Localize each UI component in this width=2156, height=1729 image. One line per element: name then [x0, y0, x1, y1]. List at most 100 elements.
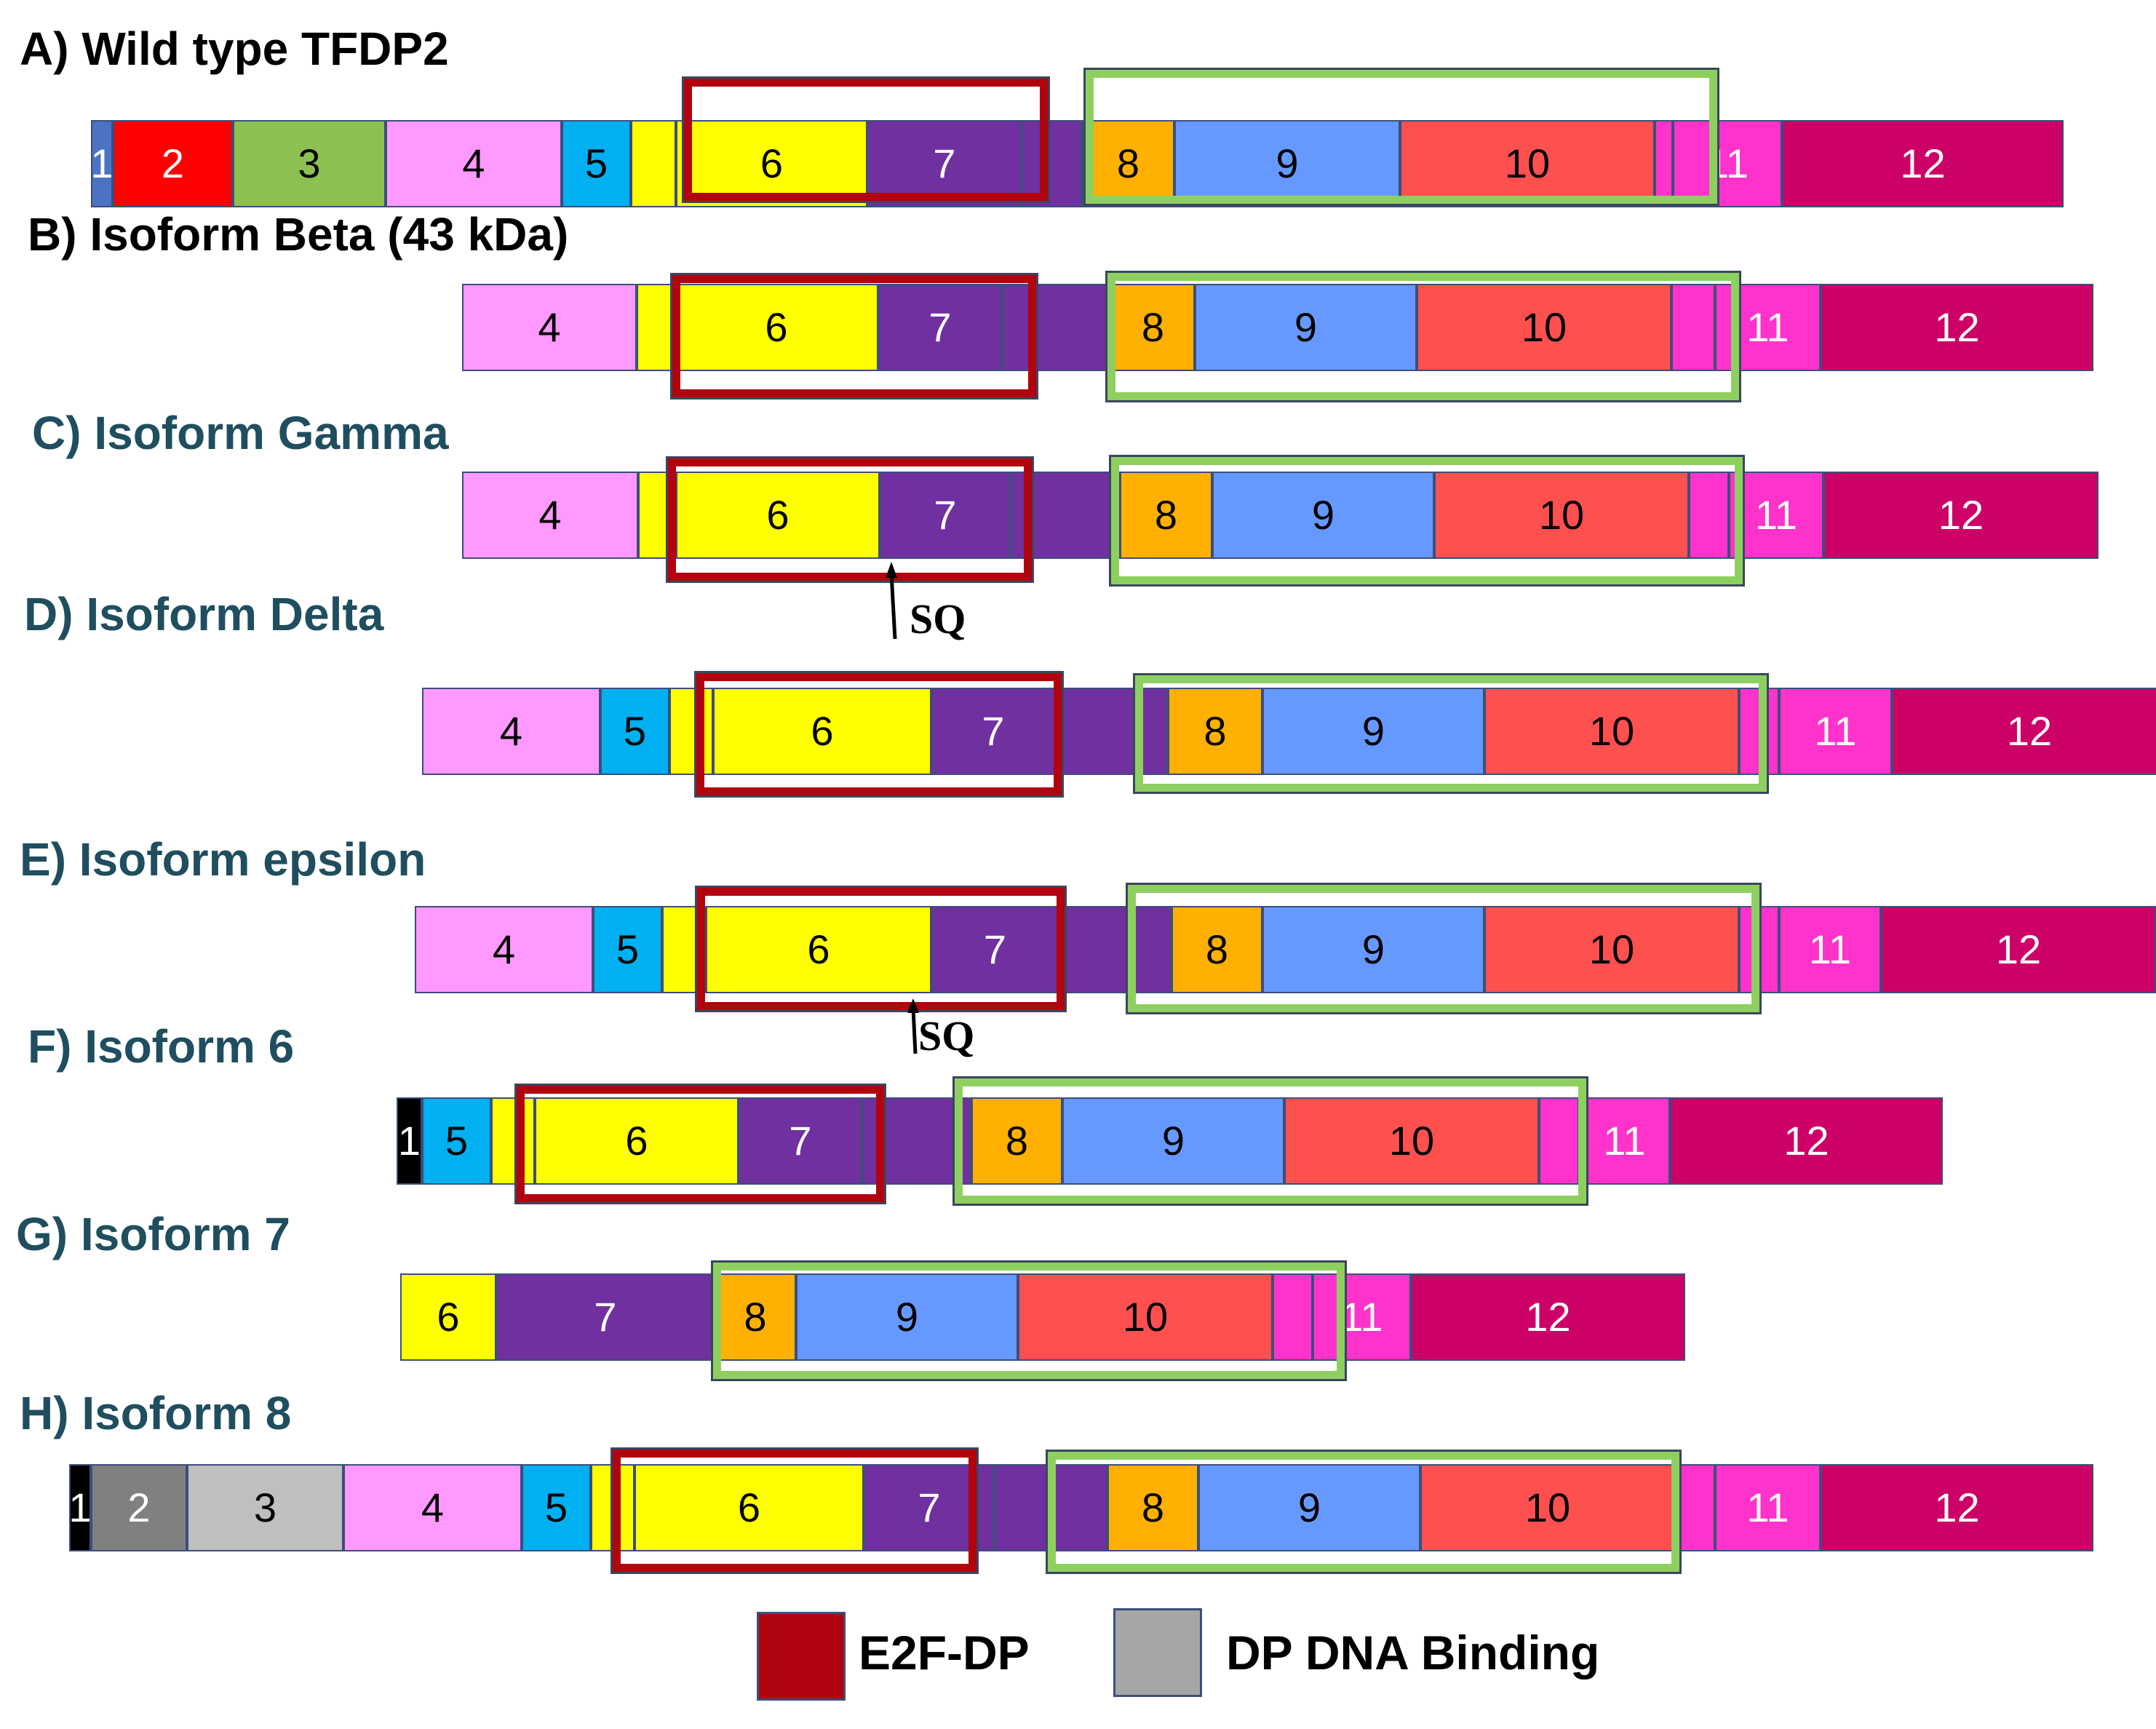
exon-label: 8	[1204, 708, 1227, 754]
panel-b-bar: 4 6 7 8 9 10 11 12	[462, 284, 2099, 371]
exon-label: 8	[1141, 304, 1165, 350]
exon-11: 11	[1579, 1097, 1670, 1185]
dp-dna-box-c	[1109, 455, 1745, 587]
exon-label: 6	[811, 708, 834, 754]
dp-dna-box-f	[952, 1076, 1588, 1206]
exon-8: 8	[1172, 906, 1262, 993]
exon-label: 10	[1122, 1294, 1169, 1340]
legend-swatch-dp-dna	[1113, 1608, 1202, 1697]
panel-h-title: H) Isoform 8	[20, 1387, 292, 1439]
e2f-dp-box-c	[666, 456, 1034, 583]
exon-11: 11	[1715, 1464, 1821, 1551]
exon-label: 4	[499, 708, 523, 754]
exon-label: 6	[765, 304, 788, 350]
exon-label: 12	[1525, 1294, 1571, 1340]
exon-label: 12	[1934, 1484, 1980, 1530]
exon-8: 8	[1111, 284, 1195, 371]
exon-10: 10	[1484, 688, 1739, 775]
panel-d-title: D) Isoform Delta	[24, 588, 384, 640]
exon-label: 6	[737, 1484, 761, 1530]
legend-swatch-e2f-dp	[757, 1612, 846, 1701]
exon-label: 11	[1814, 708, 1857, 754]
exon-8: 8	[1082, 120, 1174, 207]
sq-label-c: SQ	[910, 595, 966, 643]
exon-8: 8	[1168, 688, 1262, 775]
exon-7: 7	[880, 472, 1011, 559]
exon-12: 12	[1823, 472, 2099, 559]
panel-e-bar: 4 5 6 7 8 9 10 11 12	[415, 906, 2156, 993]
exon-label: 7	[983, 926, 1007, 972]
exon-label: 11	[1746, 304, 1789, 350]
exon-9: 9	[1262, 688, 1484, 775]
panel-c-title: C) Isoform Gamma	[32, 407, 449, 459]
e2f-dp-box-d	[694, 671, 1064, 798]
exon-8: 8	[1120, 472, 1212, 559]
legend-label-dp-dna: DP DNA Binding	[1226, 1626, 1600, 1680]
exon-label: 7	[933, 140, 956, 186]
exon-label: 4	[538, 304, 561, 350]
exon-12: 12	[1782, 120, 2064, 207]
exon-label: 9	[895, 1294, 919, 1340]
exon-label: 11	[1603, 1118, 1646, 1164]
panel-b-title: B) Isoform Beta (43 kDa)	[28, 208, 569, 261]
exon-linker	[1539, 1097, 1579, 1185]
dp-dna-box-e	[1126, 883, 1762, 1014]
exon-2: 2	[113, 120, 233, 207]
exon-label: 6	[766, 492, 789, 538]
e2f-dp-box-b	[670, 273, 1038, 400]
exon-12: 12	[1821, 284, 2093, 371]
exon-6: 6	[706, 906, 931, 993]
exon-10: 10	[1018, 1273, 1273, 1361]
exon-9: 9	[1195, 284, 1417, 371]
exon-label: 10	[1524, 1484, 1571, 1530]
panel-g-bar: 6 7 8 9 10 11 12	[400, 1273, 1710, 1361]
exon-4: 4	[386, 120, 562, 207]
exon-linker	[1002, 284, 1111, 371]
exon-label: 11	[1754, 492, 1798, 538]
exon-4: 4	[462, 284, 637, 371]
exon-linker	[1671, 284, 1715, 371]
e2f-dp-box-e	[695, 886, 1067, 1012]
exon-label: 12	[1783, 1118, 1829, 1164]
dp-dna-box-h	[1046, 1450, 1682, 1574]
exon-label: 3	[253, 1484, 277, 1530]
exon-label: 1	[90, 140, 114, 186]
exon-label: 6	[625, 1118, 648, 1164]
exon-label: 12	[2006, 708, 2053, 754]
exon-label: 9	[1311, 492, 1335, 538]
exon-label: 9	[1161, 1118, 1185, 1164]
exon-label: 5	[544, 1484, 568, 1530]
exon-11: 11	[1313, 1273, 1411, 1361]
exon-1: 1	[90, 120, 114, 207]
exon-5: 5	[522, 1464, 591, 1551]
exon-linker	[637, 284, 675, 371]
exon-9: 9	[1174, 120, 1400, 207]
exon-7: 7	[739, 1097, 862, 1185]
exon-11: 11	[1779, 688, 1892, 775]
exon-7: 7	[931, 688, 1055, 775]
legend-label-e2f-dp: E2F-DP	[859, 1626, 1030, 1680]
e2f-dp-box-a	[682, 76, 1050, 203]
exon-5: 5	[422, 1097, 491, 1185]
exon-label: 5	[616, 926, 640, 972]
exon-linker	[1055, 688, 1168, 775]
exon-10: 10	[1420, 1464, 1675, 1551]
panel-f-title: F) Isoform 6	[28, 1020, 295, 1073]
exon-label: 7	[982, 708, 1005, 754]
panel-d-bar: 4 5 6 7 8 9 10 11 12	[422, 688, 2156, 775]
exon-10: 10	[1400, 120, 1655, 207]
exon-10: 10	[1484, 906, 1739, 993]
exon-label: 1	[68, 1484, 92, 1530]
exon-4: 4	[343, 1464, 522, 1551]
exon-label: 9	[1361, 926, 1385, 972]
exon-1: 1	[397, 1097, 422, 1185]
panel-g-title: G) Isoform 7	[16, 1208, 290, 1260]
exon-label: 9	[1297, 1484, 1321, 1530]
exon-label: 7	[918, 1484, 941, 1530]
exon-linker	[1059, 906, 1172, 993]
e2f-dp-box-h	[610, 1447, 979, 1574]
e2f-dp-box-f	[514, 1084, 886, 1204]
exon-12: 12	[1892, 688, 2156, 775]
exon-6: 6	[535, 1097, 739, 1185]
exon-linker	[1689, 472, 1729, 559]
